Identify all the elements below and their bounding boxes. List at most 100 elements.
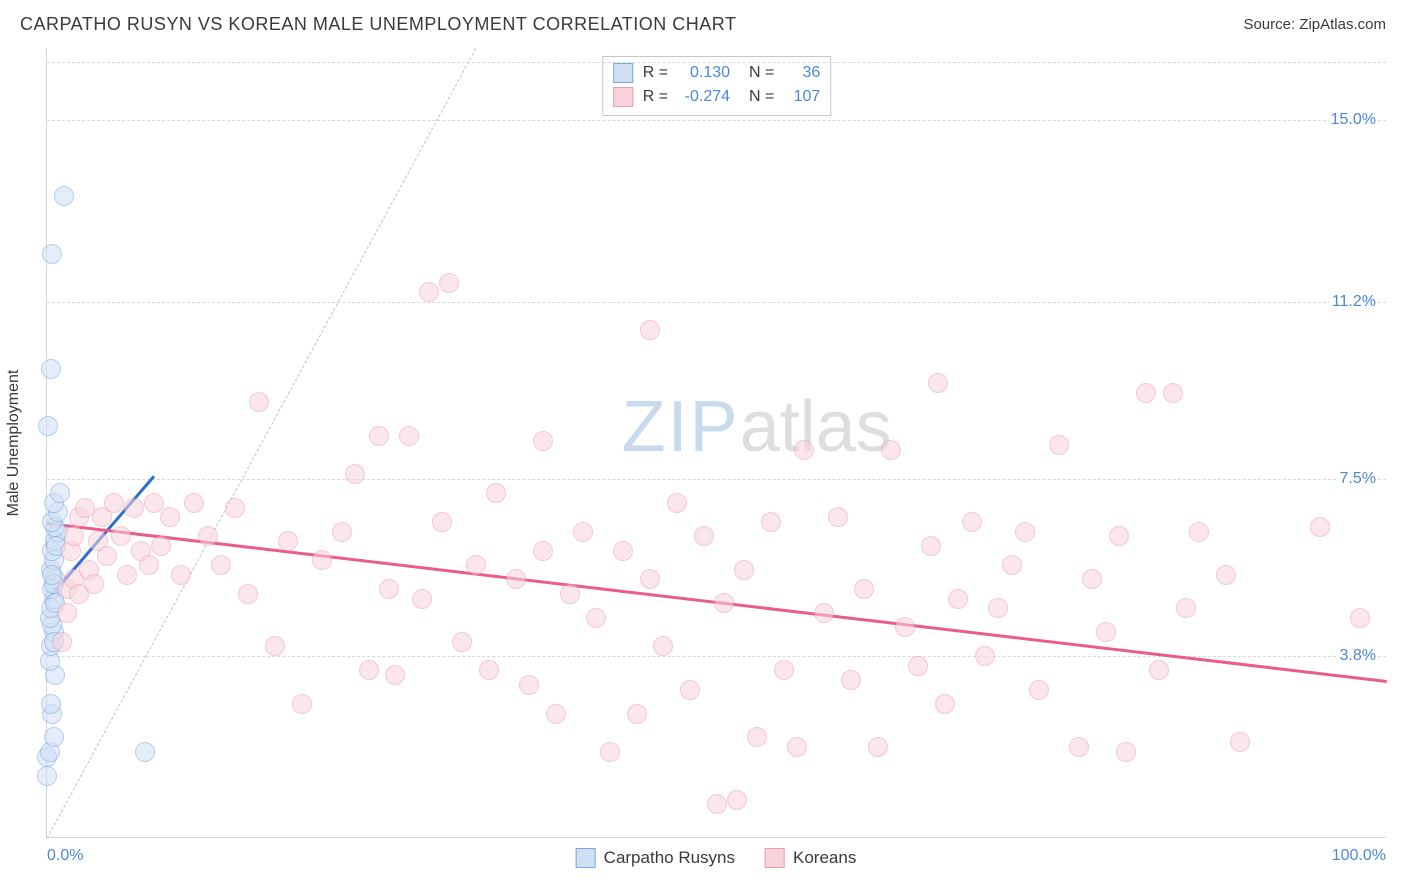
- scatter-point: [653, 636, 673, 656]
- scatter-point: [881, 440, 901, 460]
- stat-r-value: 0.130: [678, 61, 730, 85]
- scatter-point: [814, 603, 834, 623]
- scatter-point: [38, 416, 58, 436]
- scatter-point: [432, 512, 452, 532]
- scatter-point: [533, 541, 553, 561]
- scatter-point: [439, 273, 459, 293]
- scatter-point: [332, 522, 352, 542]
- scatter-point: [265, 636, 285, 656]
- scatter-point: [794, 440, 814, 460]
- stats-row: R = 0.130 N = 36: [613, 61, 821, 85]
- scatter-point: [1310, 517, 1330, 537]
- scatter-point: [1176, 598, 1196, 618]
- scatter-point: [1350, 608, 1370, 628]
- scatter-point: [312, 550, 332, 570]
- scatter-point: [135, 742, 155, 762]
- scatter-point: [935, 694, 955, 714]
- scatter-point: [694, 526, 714, 546]
- scatter-point: [184, 493, 204, 513]
- y-tick-label: 3.8%: [1338, 647, 1378, 665]
- scatter-point: [586, 608, 606, 628]
- y-tick-label: 7.5%: [1338, 470, 1378, 488]
- x-tick-label: 100.0%: [1332, 847, 1386, 865]
- stat-n-value: 107: [784, 85, 820, 109]
- y-axis-title: Male Unemployment: [5, 370, 23, 517]
- scatter-point: [988, 598, 1008, 618]
- scatter-point: [412, 589, 432, 609]
- scatter-point: [519, 675, 539, 695]
- scatter-point: [211, 555, 231, 575]
- legend-swatch: [765, 848, 785, 868]
- chart-source: Source: ZipAtlas.com: [1243, 16, 1386, 33]
- scatter-point: [399, 426, 419, 446]
- scatter-point: [714, 593, 734, 613]
- stat-r-label: R =: [643, 85, 668, 109]
- correlation-stats-box: R = 0.130 N = 36R = -0.274 N = 107: [602, 56, 832, 116]
- scatter-point: [44, 727, 64, 747]
- scatter-point: [160, 507, 180, 527]
- scatter-point: [734, 560, 754, 580]
- legend-label: Koreans: [793, 848, 856, 868]
- scatter-point: [1002, 555, 1022, 575]
- scatter-point: [452, 632, 472, 652]
- scatter-point: [854, 579, 874, 599]
- scatter-point: [238, 584, 258, 604]
- scatter-point: [962, 512, 982, 532]
- plot-area: ZIPatlas R = 0.130 N = 36R = -0.274 N = …: [46, 48, 1386, 838]
- gridline: [47, 120, 1386, 121]
- scatter-point: [640, 320, 660, 340]
- legend-swatch: [613, 87, 633, 107]
- scatter-point: [975, 646, 995, 666]
- scatter-point: [37, 766, 57, 786]
- scatter-point: [64, 526, 84, 546]
- stat-r-value: -0.274: [678, 85, 730, 109]
- plot-container: Male Unemployment ZIPatlas R = 0.130 N =…: [46, 48, 1386, 838]
- scatter-point: [171, 565, 191, 585]
- watermark-atlas: atlas: [740, 387, 892, 467]
- scatter-point: [1029, 680, 1049, 700]
- scatter-point: [1049, 435, 1069, 455]
- scatter-point: [600, 742, 620, 762]
- y-tick-label: 11.2%: [1330, 293, 1378, 311]
- scatter-point: [379, 579, 399, 599]
- scatter-point: [278, 531, 298, 551]
- scatter-point: [928, 373, 948, 393]
- scatter-point: [369, 426, 389, 446]
- scatter-point: [479, 660, 499, 680]
- legend-item: Koreans: [765, 848, 856, 868]
- scatter-point: [124, 498, 144, 518]
- scatter-point: [1163, 383, 1183, 403]
- scatter-point: [1136, 383, 1156, 403]
- scatter-point: [841, 670, 861, 690]
- scatter-point: [84, 574, 104, 594]
- legend-swatch: [613, 63, 633, 83]
- scatter-point: [117, 565, 137, 585]
- scatter-point: [1149, 660, 1169, 680]
- scatter-point: [1069, 737, 1089, 757]
- scatter-point: [613, 541, 633, 561]
- scatter-point: [727, 790, 747, 810]
- scatter-point: [249, 392, 269, 412]
- chart-header: CARPATHO RUSYN VS KOREAN MALE UNEMPLOYME…: [0, 0, 1406, 43]
- scatter-point: [707, 794, 727, 814]
- scatter-point: [627, 704, 647, 724]
- scatter-point: [640, 569, 660, 589]
- legend-label: Carpatho Rusyns: [604, 848, 735, 868]
- scatter-point: [1116, 742, 1136, 762]
- stat-n-label: N =: [740, 61, 774, 85]
- stat-n-value: 36: [784, 61, 820, 85]
- scatter-point: [1082, 569, 1102, 589]
- scatter-point: [50, 483, 70, 503]
- scatter-point: [787, 737, 807, 757]
- scatter-point: [41, 694, 61, 714]
- scatter-point: [419, 282, 439, 302]
- scatter-point: [41, 359, 61, 379]
- legend-swatch: [576, 848, 596, 868]
- stat-r-label: R =: [643, 61, 668, 85]
- scatter-point: [359, 660, 379, 680]
- scatter-point: [57, 603, 77, 623]
- scatter-point: [533, 431, 553, 451]
- scatter-point: [54, 186, 74, 206]
- scatter-point: [774, 660, 794, 680]
- gridline: [47, 302, 1386, 303]
